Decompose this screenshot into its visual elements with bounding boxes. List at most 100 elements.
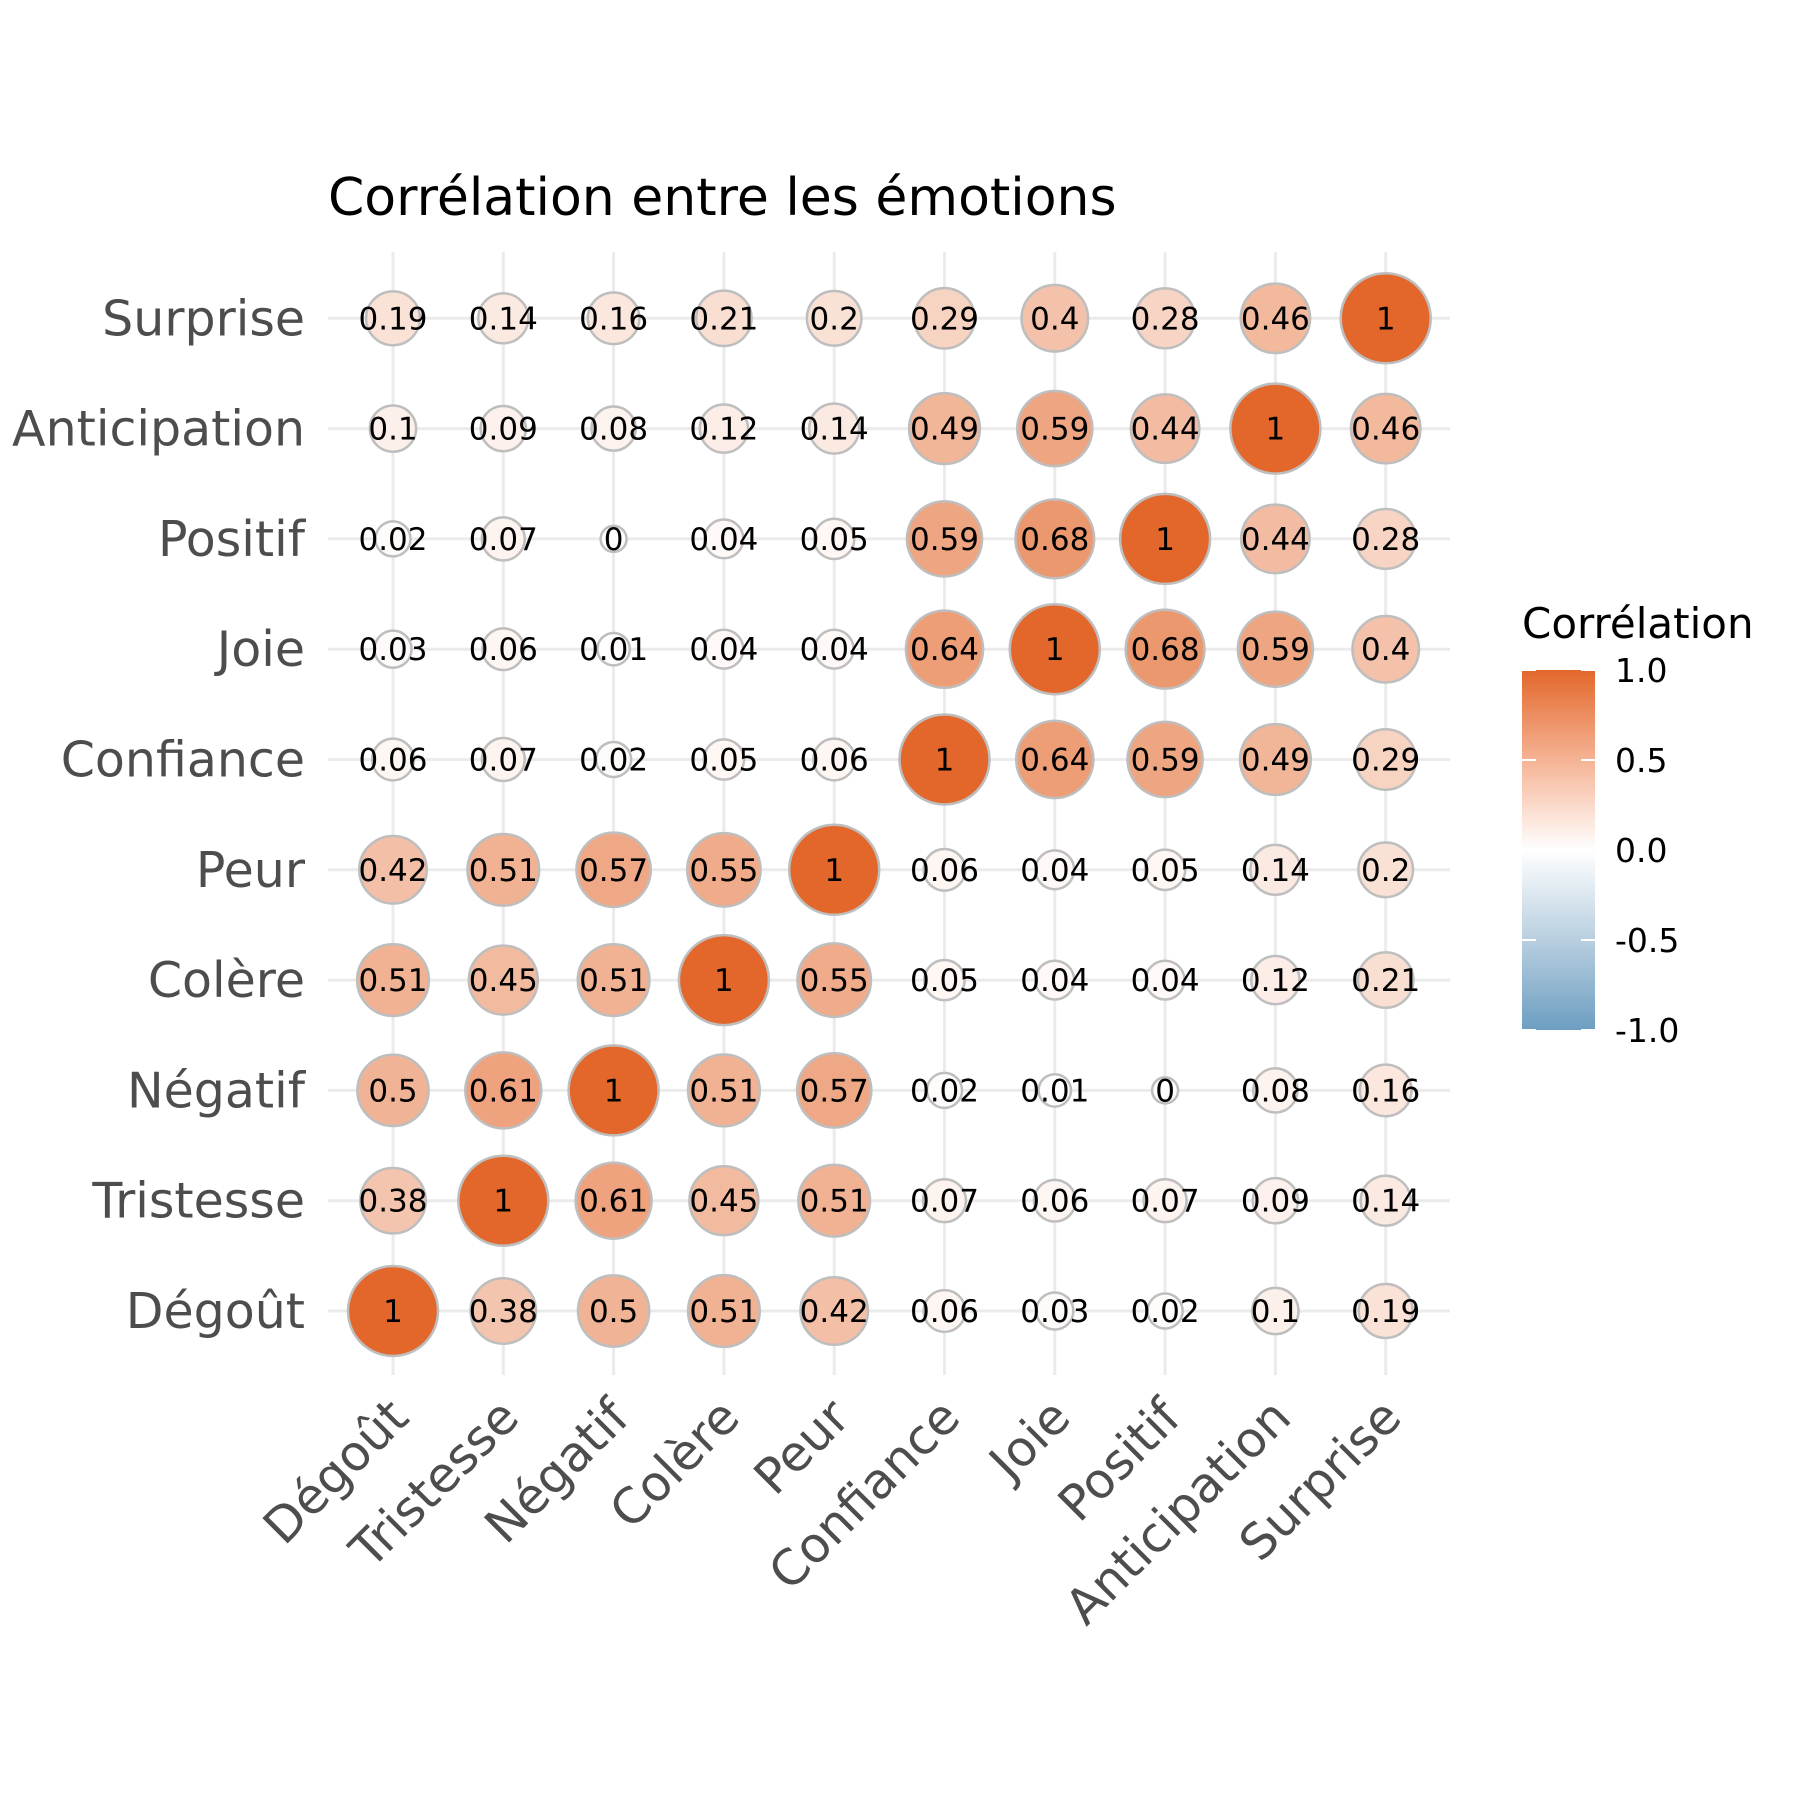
correlation-value-label: 0.19 bbox=[1351, 1294, 1420, 1330]
correlation-circle bbox=[1133, 287, 1197, 350]
correlation-circle bbox=[688, 1164, 760, 1237]
correlation-circle bbox=[904, 609, 985, 690]
correlation-circle bbox=[898, 713, 991, 806]
correlation-value-label: 0.2 bbox=[1361, 853, 1410, 889]
correlation-value-label: 0.57 bbox=[579, 853, 648, 889]
correlation-circle bbox=[1357, 1282, 1414, 1340]
correlation-circle bbox=[923, 958, 966, 1002]
correlation-circle bbox=[464, 1051, 543, 1130]
correlation-value-label: 1 bbox=[1155, 522, 1175, 558]
correlation-circle bbox=[1124, 608, 1206, 690]
correlation-circle bbox=[1126, 720, 1204, 799]
correlation-circle bbox=[796, 942, 873, 1019]
correlation-circle bbox=[1032, 1178, 1077, 1223]
correlation-value-label: 0.05 bbox=[800, 522, 869, 558]
correlation-circle bbox=[596, 631, 632, 667]
correlation-value-label: 0.57 bbox=[800, 1073, 869, 1109]
correlation-value-label: 0.06 bbox=[910, 853, 979, 889]
correlation-circle bbox=[922, 1288, 967, 1334]
correlation-value-label: 0.16 bbox=[1351, 1073, 1420, 1109]
correlation-circle bbox=[1239, 282, 1312, 355]
correlation-circle bbox=[1349, 392, 1422, 465]
correlation-value-label: 0.61 bbox=[579, 1184, 648, 1220]
correlation-circle bbox=[703, 518, 745, 560]
correlation-value-label: 0.05 bbox=[1131, 853, 1200, 889]
y-tick-label: Peur bbox=[196, 842, 306, 899]
correlation-value-label: 0.38 bbox=[469, 1294, 538, 1330]
correlation-value-label: 0.08 bbox=[579, 412, 648, 448]
correlation-circle bbox=[1146, 1292, 1184, 1330]
legend-tick-label: 1.0 bbox=[1615, 651, 1667, 690]
correlation-value-label: 0.02 bbox=[358, 522, 427, 558]
correlation-value-label: 0.03 bbox=[358, 632, 427, 668]
y-tick-label: Surprise bbox=[102, 290, 305, 347]
correlation-value-label: 0.29 bbox=[910, 301, 979, 337]
correlation-circle bbox=[1229, 382, 1322, 475]
correlation-circle bbox=[813, 628, 855, 670]
correlation-value-label: 0.4 bbox=[1030, 301, 1079, 337]
correlation-value-label: 0.02 bbox=[910, 1073, 979, 1109]
correlation-value-label: 0.59 bbox=[1131, 743, 1200, 779]
correlation-value-label: 1 bbox=[935, 743, 955, 779]
correlation-circle bbox=[685, 831, 762, 908]
correlation-value-label: 0.14 bbox=[1241, 853, 1310, 889]
correlation-circle bbox=[576, 942, 651, 1018]
correlation-value-label: 0.19 bbox=[358, 301, 427, 337]
correlation-value-label: 0.49 bbox=[1241, 743, 1310, 779]
correlation-value-label: 0.1 bbox=[368, 412, 417, 448]
correlation-value-label: 0.07 bbox=[1131, 1184, 1200, 1220]
correlation-value-label: 0.29 bbox=[1351, 743, 1420, 779]
correlation-circle bbox=[346, 1264, 440, 1358]
y-tick-label: Confiance bbox=[61, 732, 305, 789]
correlation-circle bbox=[1236, 610, 1315, 689]
y-axis-labels: Dégoût Tristesse Négatif Colère Peur Confianc… bbox=[12, 290, 307, 1340]
correlation-value-label: 0.06 bbox=[800, 743, 869, 779]
correlation-circle bbox=[1354, 507, 1417, 571]
correlation-value-label: 0.12 bbox=[689, 412, 758, 448]
correlation-circle bbox=[1250, 954, 1301, 1006]
correlation-value-label: 0 bbox=[1155, 1073, 1175, 1109]
correlation-value-label: 0.02 bbox=[579, 743, 648, 779]
correlation-value-label: 0.01 bbox=[579, 632, 648, 668]
chart-title: Corrélation entre les émotions bbox=[328, 168, 1117, 228]
correlation-value-label: 0.06 bbox=[1020, 1184, 1089, 1220]
correlation-value-label: 0.59 bbox=[910, 522, 979, 558]
correlation-value-label: 0.55 bbox=[689, 853, 758, 889]
correlation-circle bbox=[480, 736, 527, 783]
correlation-value-label: 1 bbox=[1376, 301, 1396, 337]
correlation-value-label: 0.21 bbox=[689, 301, 758, 337]
correlation-value-label: 0.1 bbox=[1251, 1294, 1300, 1330]
correlation-circle bbox=[1238, 722, 1313, 797]
correlation-circle bbox=[787, 823, 881, 917]
correlation-value-label: 0.61 bbox=[469, 1073, 538, 1109]
correlation-circle bbox=[1251, 1286, 1300, 1336]
correlation-circle bbox=[812, 737, 857, 782]
correlation-circle bbox=[469, 1277, 538, 1345]
correlation-circle bbox=[1356, 951, 1415, 1010]
correlation-value-label: 0.07 bbox=[910, 1184, 979, 1220]
legend-tick-label: 0.0 bbox=[1615, 831, 1667, 870]
correlation-circle bbox=[1129, 393, 1201, 465]
correlation-value-label: 0.46 bbox=[1241, 301, 1310, 337]
y-tick-label: Tristesse bbox=[91, 1173, 305, 1230]
correlation-circle bbox=[1357, 841, 1415, 899]
correlation-circle bbox=[481, 627, 526, 672]
legend-tick-label: -1.0 bbox=[1615, 1011, 1679, 1050]
correlation-value-label: 0.51 bbox=[579, 963, 648, 999]
correlation-value-label: 0.42 bbox=[358, 853, 427, 889]
correlation-cells: 1 0.38 0.5 0.51 0.42 0.06 0.03 0.02 0.1 0.190.38 1… bbox=[346, 272, 1432, 1358]
correlation-value-label: 1 bbox=[714, 963, 734, 999]
correlation-circle bbox=[599, 524, 628, 554]
correlation-value-label: 0.04 bbox=[689, 632, 758, 668]
correlation-value-label: 0.5 bbox=[589, 1294, 638, 1330]
correlation-circle bbox=[907, 391, 982, 466]
correlation-circle bbox=[575, 831, 653, 909]
correlation-circle bbox=[1020, 283, 1090, 353]
correlation-circle bbox=[686, 1273, 762, 1349]
correlation-circle bbox=[364, 290, 422, 347]
correlation-circle bbox=[373, 629, 413, 669]
correlation-circle bbox=[797, 1163, 872, 1238]
correlation-value-label: 0.04 bbox=[689, 522, 758, 558]
